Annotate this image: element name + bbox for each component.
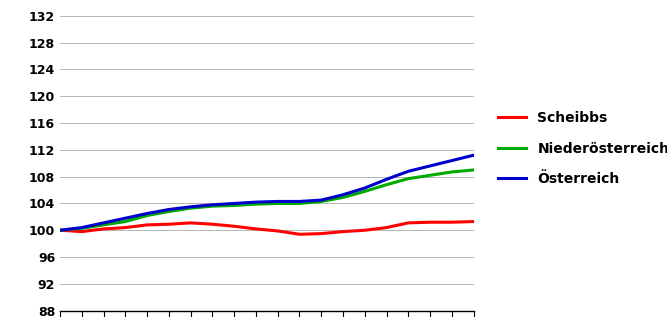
Scheibbs <box>470 220 478 223</box>
Niederösterreich <box>470 168 478 172</box>
Niederösterreich <box>56 228 64 232</box>
Scheibbs <box>448 220 456 224</box>
Scheibbs <box>426 220 434 224</box>
Österreich <box>295 199 303 203</box>
Scheibbs <box>361 228 369 232</box>
Österreich <box>99 221 107 225</box>
Niederösterreich <box>295 202 303 205</box>
Niederösterreich <box>339 196 347 199</box>
Österreich <box>361 186 369 190</box>
Scheibbs <box>339 230 347 234</box>
Österreich <box>78 226 86 230</box>
Scheibbs <box>273 229 281 233</box>
Scheibbs <box>252 227 260 231</box>
Österreich <box>317 198 325 202</box>
Scheibbs <box>208 222 216 226</box>
Scheibbs <box>404 221 412 225</box>
Österreich <box>273 199 281 203</box>
Niederösterreich <box>361 190 369 193</box>
Österreich <box>382 178 390 181</box>
Niederösterreich <box>208 204 216 208</box>
Scheibbs <box>382 226 390 230</box>
Scheibbs <box>295 232 303 236</box>
Legend: Scheibbs, Niederösterreich, Österreich: Scheibbs, Niederösterreich, Österreich <box>493 105 667 192</box>
Scheibbs <box>78 230 86 234</box>
Österreich <box>470 153 478 157</box>
Niederösterreich <box>143 214 151 217</box>
Österreich <box>187 205 195 209</box>
Niederösterreich <box>273 202 281 205</box>
Österreich <box>230 202 238 205</box>
Scheibbs <box>317 232 325 236</box>
Niederösterreich <box>426 173 434 177</box>
Niederösterreich <box>187 206 195 210</box>
Österreich <box>426 164 434 168</box>
Österreich <box>121 216 129 220</box>
Line: Niederösterreich: Niederösterreich <box>60 170 474 230</box>
Österreich <box>143 212 151 216</box>
Niederösterreich <box>252 202 260 206</box>
Line: Scheibbs: Scheibbs <box>60 222 474 234</box>
Niederösterreich <box>317 199 325 203</box>
Niederösterreich <box>121 220 129 223</box>
Österreich <box>448 159 456 163</box>
Österreich <box>208 203 216 207</box>
Scheibbs <box>56 228 64 232</box>
Scheibbs <box>187 221 195 225</box>
Niederösterreich <box>78 226 86 230</box>
Österreich <box>404 169 412 173</box>
Niederösterreich <box>230 204 238 207</box>
Niederösterreich <box>99 223 107 227</box>
Niederösterreich <box>165 210 173 213</box>
Scheibbs <box>99 227 107 231</box>
Niederösterreich <box>382 183 390 187</box>
Scheibbs <box>165 222 173 226</box>
Scheibbs <box>121 226 129 230</box>
Österreich <box>339 193 347 197</box>
Scheibbs <box>143 223 151 227</box>
Niederösterreich <box>448 170 456 174</box>
Line: Österreich: Österreich <box>60 155 474 230</box>
Österreich <box>252 200 260 204</box>
Scheibbs <box>230 224 238 228</box>
Österreich <box>165 208 173 211</box>
Österreich <box>56 228 64 232</box>
Niederösterreich <box>404 177 412 181</box>
